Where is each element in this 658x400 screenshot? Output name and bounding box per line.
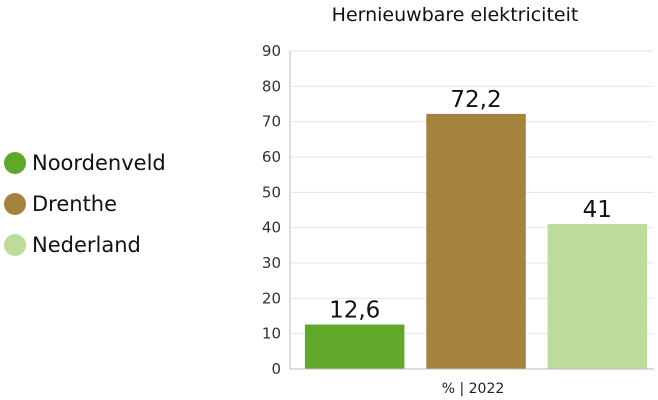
y-tick-label: 90 [262,42,281,60]
legend-item-nederland: Nederland [4,224,166,265]
y-tick-label: 0 [271,360,281,378]
bar-drenthe [426,113,526,370]
legend-label: Drenthe [32,191,118,216]
legend-label: Nederland [32,232,141,257]
legend-swatch [4,151,26,174]
legend-item-noordenveld: Noordenveld [4,142,166,183]
x-axis-label: % | 2022 [442,381,505,397]
legend-swatch [4,192,26,215]
y-tick-label: 50 [262,183,281,201]
bar-nederland [547,224,648,369]
legend: Noordenveld Drenthe Nederland [4,142,166,265]
bar-noordenveld [304,324,405,369]
bars [304,113,648,370]
legend-item-drenthe: Drenthe [4,183,166,224]
chart-title: Hernieuwbare elektriciteit [332,4,579,26]
y-tick-label: 10 [262,325,281,343]
legend-label: Noordenveld [32,150,166,175]
y-tick-label: 30 [262,254,281,272]
y-tick-label: 20 [262,289,281,307]
data-label-noordenveld: 12,6 [329,298,380,324]
y-axis-ticks: 0 10 20 30 40 50 60 70 80 90 [262,42,281,378]
y-tick-label: 70 [262,113,281,131]
value-labels: 12,6 72,2 41 [329,87,612,324]
legend-swatch [4,233,26,256]
data-label-nederland: 41 [583,197,612,223]
y-tick-label: 80 [262,77,281,95]
data-label-drenthe: 72,2 [450,87,501,113]
y-tick-label: 60 [262,148,281,166]
y-tick-label: 40 [262,219,281,237]
